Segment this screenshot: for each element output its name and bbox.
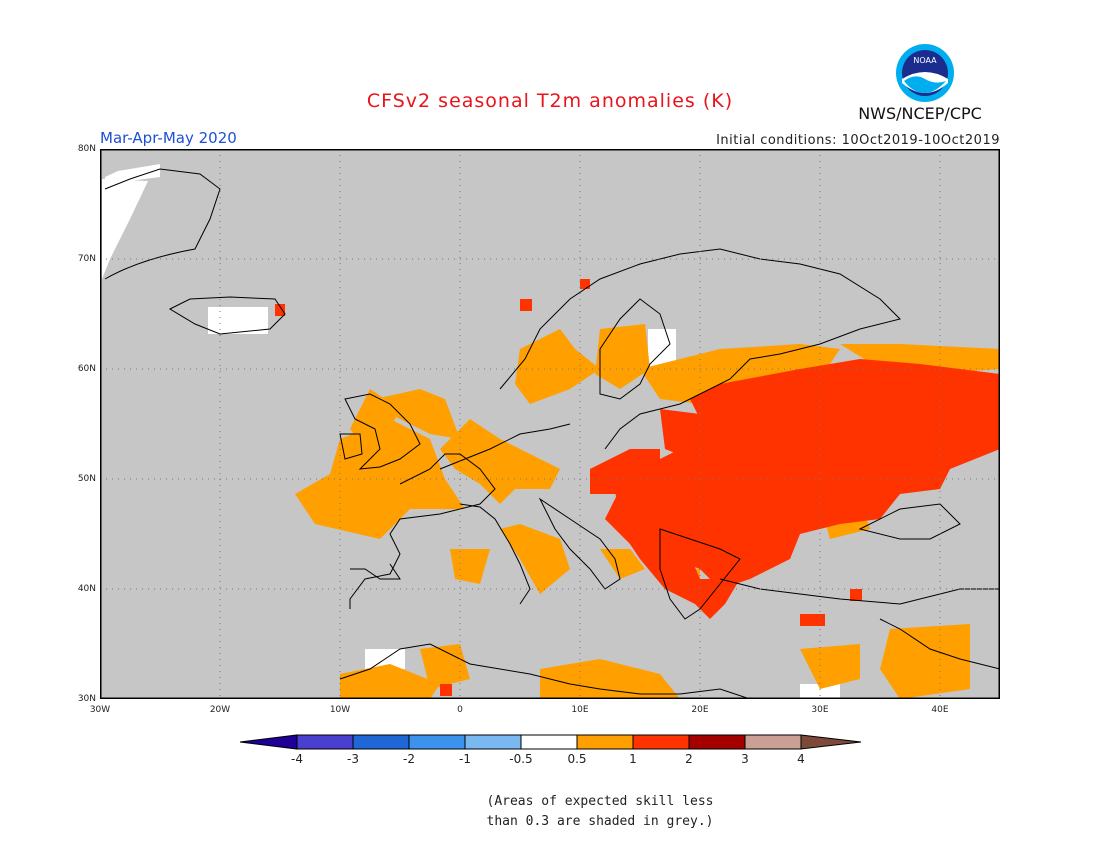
lat-label: 80N [77,144,96,154]
lon-label: 0 [457,705,463,715]
anomaly-red-areas [275,279,1000,696]
initial-conditions-label: Initial conditions: 10Oct2019-10Oct2019 [716,133,1000,148]
colorbar-swatch [744,734,802,750]
colorbar-swatch [464,734,522,750]
colorbar-swatch [352,734,410,750]
noaa-logo: NOAA [896,44,954,102]
footnote-line: than 0.3 are shaded in grey.) [486,814,714,829]
chart-title: CFSv2 seasonal T2m anomalies (K) [366,90,734,112]
colorbar-label: 1 [629,752,637,766]
colorbar-swatch [296,734,354,750]
colorbar-cap-low [240,734,298,750]
lon-label: 10E [571,705,589,715]
season-label: Mar-Apr-May 2020 [100,129,237,147]
colorbar-swatch [688,734,746,750]
lat-label: 60N [77,364,96,374]
logo-text: NOAA [913,56,937,65]
footnote-line: (Areas of expected skill less [486,794,714,809]
colorbar-label: -1 [459,752,471,766]
lon-label: 30E [811,705,829,715]
lat-label: 30N [77,694,96,704]
colorbar-cap-high [800,734,862,750]
anomaly-map [100,149,1000,699]
grid-lines [100,149,1000,699]
skill-footnote: (Areas of expected skill less than 0.3 a… [440,792,760,832]
colorbar-label: -2 [403,752,415,766]
colorbar-swatch [632,734,690,750]
colorbar-swatch [576,734,634,750]
coastlines [104,168,1000,699]
lon-label: 10W [329,705,351,715]
colorbar-swatch [408,734,466,750]
lon-label: 20W [209,705,231,715]
colorbar-label: -0.5 [509,752,533,766]
colorbar-label: 4 [797,752,805,766]
colorbar-label: -3 [347,752,359,766]
colorbar-label: 3 [741,752,749,766]
lat-label: 70N [77,254,96,264]
agency-label: NWS/NCEP/CPC [858,104,982,123]
map-frame [100,149,1000,699]
lat-label: 50N [77,474,96,484]
colorbar-label: -4 [291,752,303,766]
lon-label: 30W [89,705,111,715]
colorbar [240,734,862,750]
colorbar-label: 2 [685,752,693,766]
colorbar-label: 0.5 [567,752,587,766]
colorbar-swatch [520,734,578,750]
lon-label: 20E [691,705,709,715]
lat-label: 40N [77,584,96,594]
near-normal-areas [102,164,840,699]
lon-label: 40E [931,705,949,715]
